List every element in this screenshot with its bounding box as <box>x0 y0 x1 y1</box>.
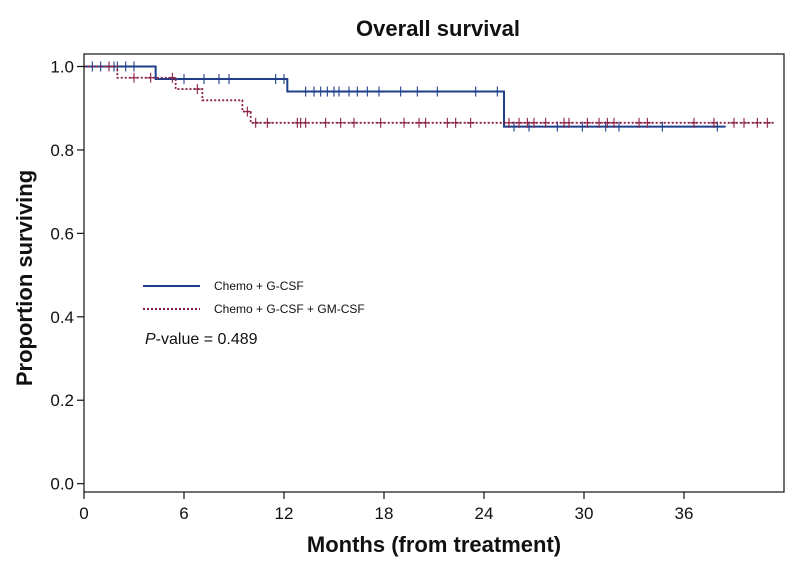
censor-mark <box>530 117 538 128</box>
censor-mark <box>610 117 618 128</box>
p-value-text: -value = 0.489 <box>156 331 258 348</box>
censor-mark <box>505 117 513 128</box>
x-axis: 0 6 12 18 24 30 36 <box>79 492 693 523</box>
x-tick-label: 0 <box>79 504 88 523</box>
censor-mark <box>350 117 358 128</box>
censor-mark <box>421 117 430 128</box>
series-line-chemo-gcsf-gmcsf <box>84 65 776 124</box>
x-axis-label: Months (from treatment) <box>307 532 561 557</box>
censor-mark <box>635 117 643 128</box>
chart-title: Overall survival <box>356 16 520 41</box>
censor-mark <box>565 117 573 128</box>
y-axis-label: Proportion surviving <box>12 170 37 386</box>
censor-mark <box>451 117 460 128</box>
x-tick-label: 30 <box>575 504 594 523</box>
censor-mark <box>243 106 252 117</box>
censor-mark <box>251 117 260 128</box>
censor-mark <box>263 117 272 128</box>
censor-mark <box>400 117 408 128</box>
censor-mark <box>130 72 138 83</box>
legend-label-chemo-gcsf-gmcsf: Chemo + G-CSF + GM-CSF <box>214 302 365 316</box>
p-value-annotation: P-value = 0.489 <box>145 331 258 348</box>
censor-mark <box>763 117 772 128</box>
censor-mark <box>146 72 155 83</box>
x-tick-label: 36 <box>675 504 694 523</box>
censor-mark <box>710 117 718 128</box>
x-tick-label: 6 <box>179 504 188 523</box>
censor-mark <box>515 117 523 128</box>
censor-mark <box>466 117 475 128</box>
censor-mark <box>321 117 330 128</box>
y-tick-label: 1.0 <box>50 58 74 77</box>
y-axis: 0.0 0.2 0.4 0.6 0.8 1.0 <box>50 58 84 494</box>
p-value-italic: P <box>145 331 156 348</box>
legend: Chemo + G-CSF Chemo + G-CSF + GM-CSF <box>143 279 365 316</box>
x-tick-label: 18 <box>375 504 394 523</box>
censor-mark <box>541 117 550 128</box>
censor-mark <box>690 117 698 128</box>
censor-mark <box>336 117 345 128</box>
censor-mark <box>376 117 385 128</box>
censor-mark <box>753 117 762 128</box>
y-tick-label: 0.2 <box>50 391 74 410</box>
censor-mark <box>583 117 592 128</box>
censor-mark <box>595 117 603 128</box>
y-tick-label: 0.6 <box>50 224 74 243</box>
censor-mark <box>105 61 113 72</box>
censor-mark <box>168 72 177 83</box>
censor-mark <box>730 117 738 128</box>
x-tick-label: 24 <box>475 504 494 523</box>
y-tick-label: 0.0 <box>50 475 74 494</box>
axes-frame <box>83 53 785 493</box>
censor-mark <box>443 117 452 128</box>
censor-mark <box>301 117 310 128</box>
plot-area <box>84 61 776 132</box>
series-line-chemo-gcsf <box>84 65 726 128</box>
censor-mark <box>193 84 202 95</box>
censor-mark <box>740 117 748 128</box>
censor-mark <box>643 117 652 128</box>
y-tick-label: 0.8 <box>50 141 74 160</box>
legend-label-chemo-gcsf: Chemo + G-CSF <box>214 279 304 293</box>
y-tick-label: 0.4 <box>50 308 74 327</box>
x-tick-label: 12 <box>275 504 294 523</box>
